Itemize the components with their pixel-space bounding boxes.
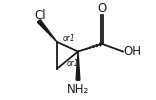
Text: OH: OH bbox=[123, 46, 141, 58]
Text: or1: or1 bbox=[63, 34, 75, 43]
Text: or1: or1 bbox=[66, 59, 79, 68]
Text: NH₂: NH₂ bbox=[67, 83, 89, 96]
Polygon shape bbox=[76, 52, 80, 80]
Text: O: O bbox=[97, 2, 107, 14]
Text: Cl: Cl bbox=[34, 9, 46, 22]
Polygon shape bbox=[37, 20, 57, 42]
